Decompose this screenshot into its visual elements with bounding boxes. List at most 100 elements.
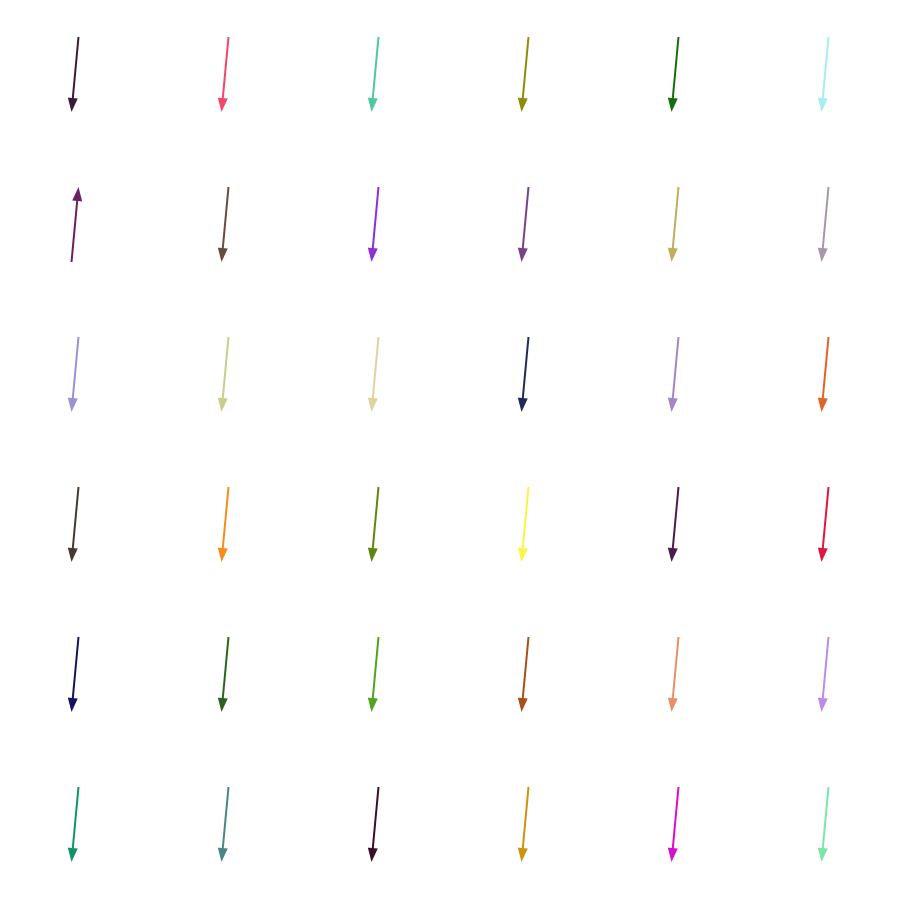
arrow-down-icon: [67, 636, 80, 712]
arrow-up-icon: [70, 187, 83, 263]
arrow-down-icon: [817, 186, 830, 262]
arrow-head: [817, 97, 828, 112]
arrow-head: [217, 97, 228, 112]
arrow-head: [367, 397, 378, 412]
arrow-shaft: [821, 36, 830, 100]
arrow-shaft: [521, 636, 530, 700]
arrow-shaft: [521, 786, 530, 850]
arrow-head: [67, 97, 78, 112]
arrow-head: [367, 247, 378, 262]
arrow-head: [667, 247, 678, 262]
arrow-shaft: [521, 336, 530, 400]
arrow-shaft: [671, 786, 680, 850]
arrow-shaft: [521, 36, 530, 100]
arrow-shaft: [71, 636, 80, 700]
arrow-head: [67, 547, 78, 562]
arrow-shaft: [671, 636, 680, 700]
arrow-down-icon: [817, 336, 830, 412]
arrow-shaft: [221, 486, 230, 550]
arrow-shaft: [521, 486, 530, 550]
arrow-shaft: [71, 786, 80, 850]
arrow-head: [817, 547, 828, 562]
arrow-head: [217, 697, 228, 712]
arrow-shaft: [671, 336, 680, 400]
arrow-down-icon: [817, 486, 830, 562]
arrow-shaft: [521, 186, 530, 250]
arrow-head: [217, 247, 228, 262]
arrow-down-icon: [817, 36, 830, 112]
arrow-down-icon: [217, 186, 230, 262]
arrow-shaft: [221, 186, 230, 250]
arrow-shaft: [371, 636, 380, 700]
arrow-head: [817, 847, 828, 862]
arrow-head: [67, 847, 78, 862]
arrow-shaft: [371, 486, 380, 550]
arrow-head: [517, 547, 528, 562]
arrow-down-icon: [667, 636, 680, 712]
arrow-head: [67, 697, 78, 712]
arrow-down-icon: [817, 786, 830, 862]
arrow-head: [517, 247, 528, 262]
arrow-head: [217, 847, 228, 862]
arrow-shaft: [821, 486, 830, 550]
arrow-head: [667, 697, 678, 712]
arrow-down-icon: [517, 36, 530, 112]
arrow-down-icon: [367, 486, 380, 562]
arrow-down-icon: [367, 636, 380, 712]
arrow-down-icon: [217, 336, 230, 412]
arrow-down-icon: [817, 636, 830, 712]
arrow-head: [817, 247, 828, 262]
arrow-down-icon: [667, 786, 680, 862]
arrow-down-icon: [667, 186, 680, 262]
arrow-head: [217, 547, 228, 562]
arrow-head: [817, 697, 828, 712]
arrow-shaft: [71, 36, 80, 100]
arrow-down-icon: [667, 486, 680, 562]
arrow-shaft: [371, 186, 380, 250]
arrow-shaft: [221, 36, 230, 100]
arrow-shaft: [671, 486, 680, 550]
arrow-head: [817, 397, 828, 412]
arrow-down-icon: [517, 636, 530, 712]
arrow-down-icon: [517, 186, 530, 262]
arrow-down-icon: [217, 786, 230, 862]
arrow-down-icon: [67, 36, 80, 112]
arrow-down-icon: [217, 636, 230, 712]
arrow-shaft: [71, 486, 80, 550]
arrow-down-icon: [67, 786, 80, 862]
arrow-shaft: [671, 186, 680, 250]
arrow-down-icon: [217, 486, 230, 562]
arrow-head: [67, 397, 78, 412]
arrow-head: [367, 847, 378, 862]
arrow-head: [667, 97, 678, 112]
arrow-head: [72, 187, 83, 202]
arrow-down-icon: [367, 336, 380, 412]
arrow-down-icon: [217, 36, 230, 112]
arrow-shaft: [821, 636, 830, 700]
arrow-head: [517, 697, 528, 712]
arrow-shaft: [821, 186, 830, 250]
arrow-down-icon: [517, 336, 530, 412]
arrow-head: [667, 397, 678, 412]
arrow-down-icon: [367, 786, 380, 862]
arrow-head: [667, 547, 678, 562]
arrow-shaft: [371, 36, 380, 100]
arrow-down-icon: [667, 336, 680, 412]
arrow-shaft: [671, 36, 680, 100]
arrow-shaft: [71, 336, 80, 400]
arrow-head: [217, 397, 228, 412]
arrow-head: [367, 697, 378, 712]
arrow-shaft: [371, 786, 380, 850]
arrow-down-icon: [367, 186, 380, 262]
arrow-shaft: [221, 786, 230, 850]
arrow-head: [367, 97, 378, 112]
arrow-head: [667, 847, 678, 862]
arrow-down-icon: [517, 486, 530, 562]
arrow-head: [517, 397, 528, 412]
arrow-head: [517, 847, 528, 862]
arrow-shaft: [221, 336, 230, 400]
arrow-head: [517, 97, 528, 112]
arrow-shaft: [70, 199, 79, 263]
arrow-down-icon: [517, 786, 530, 862]
